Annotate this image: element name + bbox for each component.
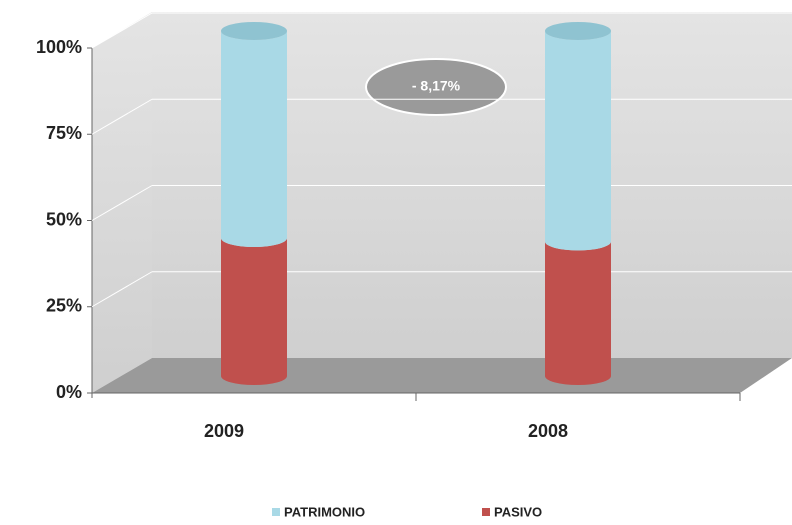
y-tick-label: 50% (46, 209, 82, 229)
floor (92, 358, 792, 393)
y-tick-label: 75% (46, 123, 82, 143)
x-tick-label: 2009 (204, 421, 244, 441)
legend-label: PATRIMONIO (284, 504, 365, 519)
legend-swatch (482, 508, 490, 516)
bar-segment (545, 31, 611, 251)
y-tick-label: 0% (56, 382, 82, 402)
legend-label: PASIVO (494, 504, 542, 519)
grid-line (91, 98, 153, 135)
annotation: - 8,17% (412, 78, 461, 94)
grid-line (91, 185, 153, 221)
bar-cap (221, 22, 287, 40)
bar-segment (221, 238, 287, 385)
grid-line (91, 271, 153, 308)
grid-line (91, 12, 153, 49)
bar-segment (221, 31, 287, 247)
bar-segment (545, 241, 611, 385)
annotation-bubble (365, 58, 507, 116)
y-tick-label: 25% (46, 296, 82, 316)
legend-swatch (272, 508, 280, 516)
bar-cap (545, 22, 611, 40)
x-tick-label: 2008 (528, 421, 568, 441)
y-tick-label: 100% (36, 37, 82, 57)
